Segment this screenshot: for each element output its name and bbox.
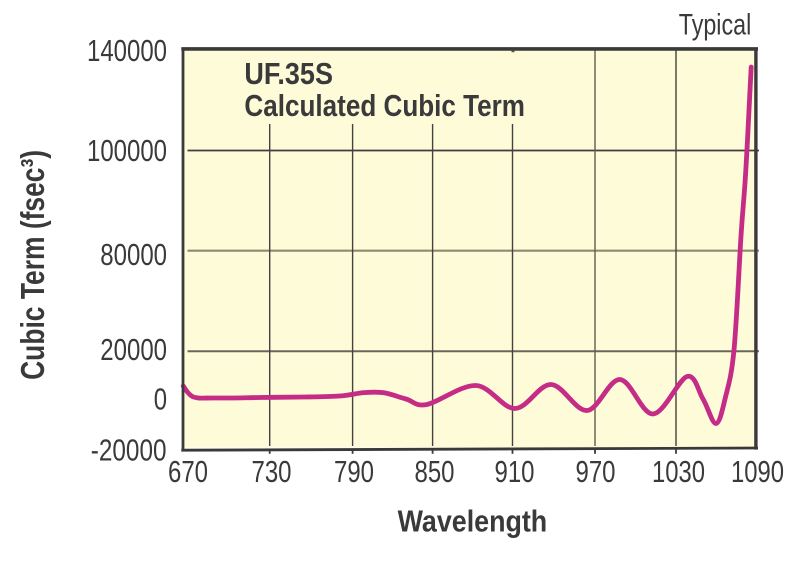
svg-text:730: 730 xyxy=(252,454,292,489)
svg-text:80000: 80000 xyxy=(100,237,167,272)
svg-text:790: 790 xyxy=(334,454,374,489)
svg-text:20000: 20000 xyxy=(100,332,167,367)
svg-text:1090: 1090 xyxy=(731,454,784,489)
svg-text:Cubic Term (fsec³): Cubic Term (fsec³) xyxy=(14,150,51,380)
svg-text:-20000: -20000 xyxy=(91,433,167,468)
svg-text:0: 0 xyxy=(154,382,167,417)
svg-text:1030: 1030 xyxy=(652,454,705,489)
svg-text:100000: 100000 xyxy=(87,133,167,168)
svg-text:Calculated Cubic Term: Calculated Cubic Term xyxy=(244,88,525,123)
svg-text:910: 910 xyxy=(495,454,535,489)
svg-text:Wavelength: Wavelength xyxy=(398,504,548,539)
svg-text:140000: 140000 xyxy=(87,33,167,68)
svg-text:UF.35S: UF.35S xyxy=(244,56,333,91)
svg-text:970: 970 xyxy=(576,454,616,489)
svg-text:Typical: Typical xyxy=(679,9,752,42)
svg-text:850: 850 xyxy=(415,454,455,489)
svg-text:670: 670 xyxy=(168,454,208,489)
